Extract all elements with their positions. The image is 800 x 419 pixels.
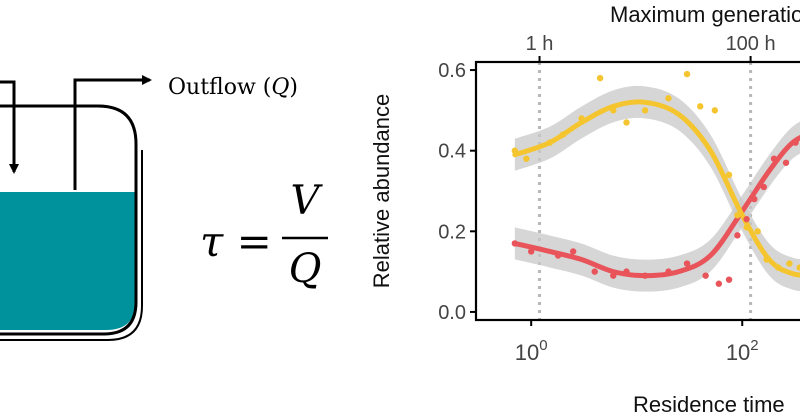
x-axis-label: Residence time [633,392,785,417]
data-point-2-11 [683,70,691,78]
residence-time-equation: τ = V Q [200,178,328,292]
data-point-1-14 [734,232,741,239]
data-point-2-20 [786,260,793,267]
data-point-2-14 [725,171,733,179]
data-point-1-4 [569,248,577,255]
outflow-label: Outflow (Q) [168,75,298,100]
x-tick-label-2: 102 [726,337,759,365]
abundance-chart: Maximum generation Residence time Relati… [369,2,800,417]
y-tick-label-3: 0.4 [438,141,466,163]
confidence-band-1 [514,121,800,292]
data-point-2-1 [511,147,519,154]
data-point-1-3 [554,252,562,259]
data-point-2-19 [775,264,782,271]
data-point-1-10 [683,260,691,267]
y-axis-label: Relative abundance [369,94,394,288]
data-point-1-11 [702,272,709,279]
data-point-2-9 [641,107,649,114]
data-point-1-12 [715,280,723,287]
data-point-2-12 [697,103,704,110]
plot-area [511,62,800,320]
data-point-2-17 [754,228,761,235]
data-point-2-10 [665,95,672,102]
y-tick-label-1: 0.0 [438,302,466,324]
outflow-arrow [73,75,152,190]
data-point-2-2 [523,155,530,162]
equation-lhs: τ = [200,217,272,266]
inflow-arrow [0,80,19,174]
reactor-vessel [0,104,138,336]
data-point-1-13 [725,276,733,283]
data-point-2-13 [711,107,719,114]
data-point-1-20 [792,139,799,146]
trend-line-1 [512,134,800,279]
data-point-2-8 [623,119,630,126]
equation-numerator: V [291,178,324,224]
data-point-2-3 [546,139,553,146]
top-axis-label: Maximum generation [610,2,800,27]
data-point-1-6 [610,272,617,279]
data-point-1-16 [751,195,758,203]
top-tick-label-1: 1 h [526,33,554,55]
reactor-liquid [0,192,136,330]
y-tick-label-2: 0.2 [438,221,466,243]
data-point-2-4 [559,131,567,138]
data-point-2-16 [743,224,750,231]
reactor-diagram: Outflow (Q) [0,75,298,341]
top-tick-label-2: 100 h [726,33,776,55]
plot-frame [474,60,800,322]
data-point-2-7 [610,107,617,114]
data-point-1-9 [665,268,672,275]
data-point-2-5 [578,115,585,122]
data-point-2-21 [796,264,800,271]
y-tick-label-4: 0.6 [438,60,466,82]
data-point-1-7 [623,268,630,275]
data-point-1-2 [527,248,535,255]
data-point-1-1 [511,240,519,247]
data-point-1-5 [591,268,598,275]
x-tick-label-1: 100 [515,337,548,365]
equation-denominator: Q [289,246,322,292]
data-point-1-8 [641,272,649,279]
confidence-band-2 [514,85,800,292]
data-point-1-15 [743,216,750,223]
data-point-1-19 [782,159,790,166]
data-point-2-18 [763,256,770,263]
reactor-vessel-shadow [0,150,143,341]
data-point-1-18 [770,155,778,162]
data-point-1-17 [760,183,767,191]
data-point-2-6 [596,74,604,82]
data-point-2-15 [734,211,741,219]
